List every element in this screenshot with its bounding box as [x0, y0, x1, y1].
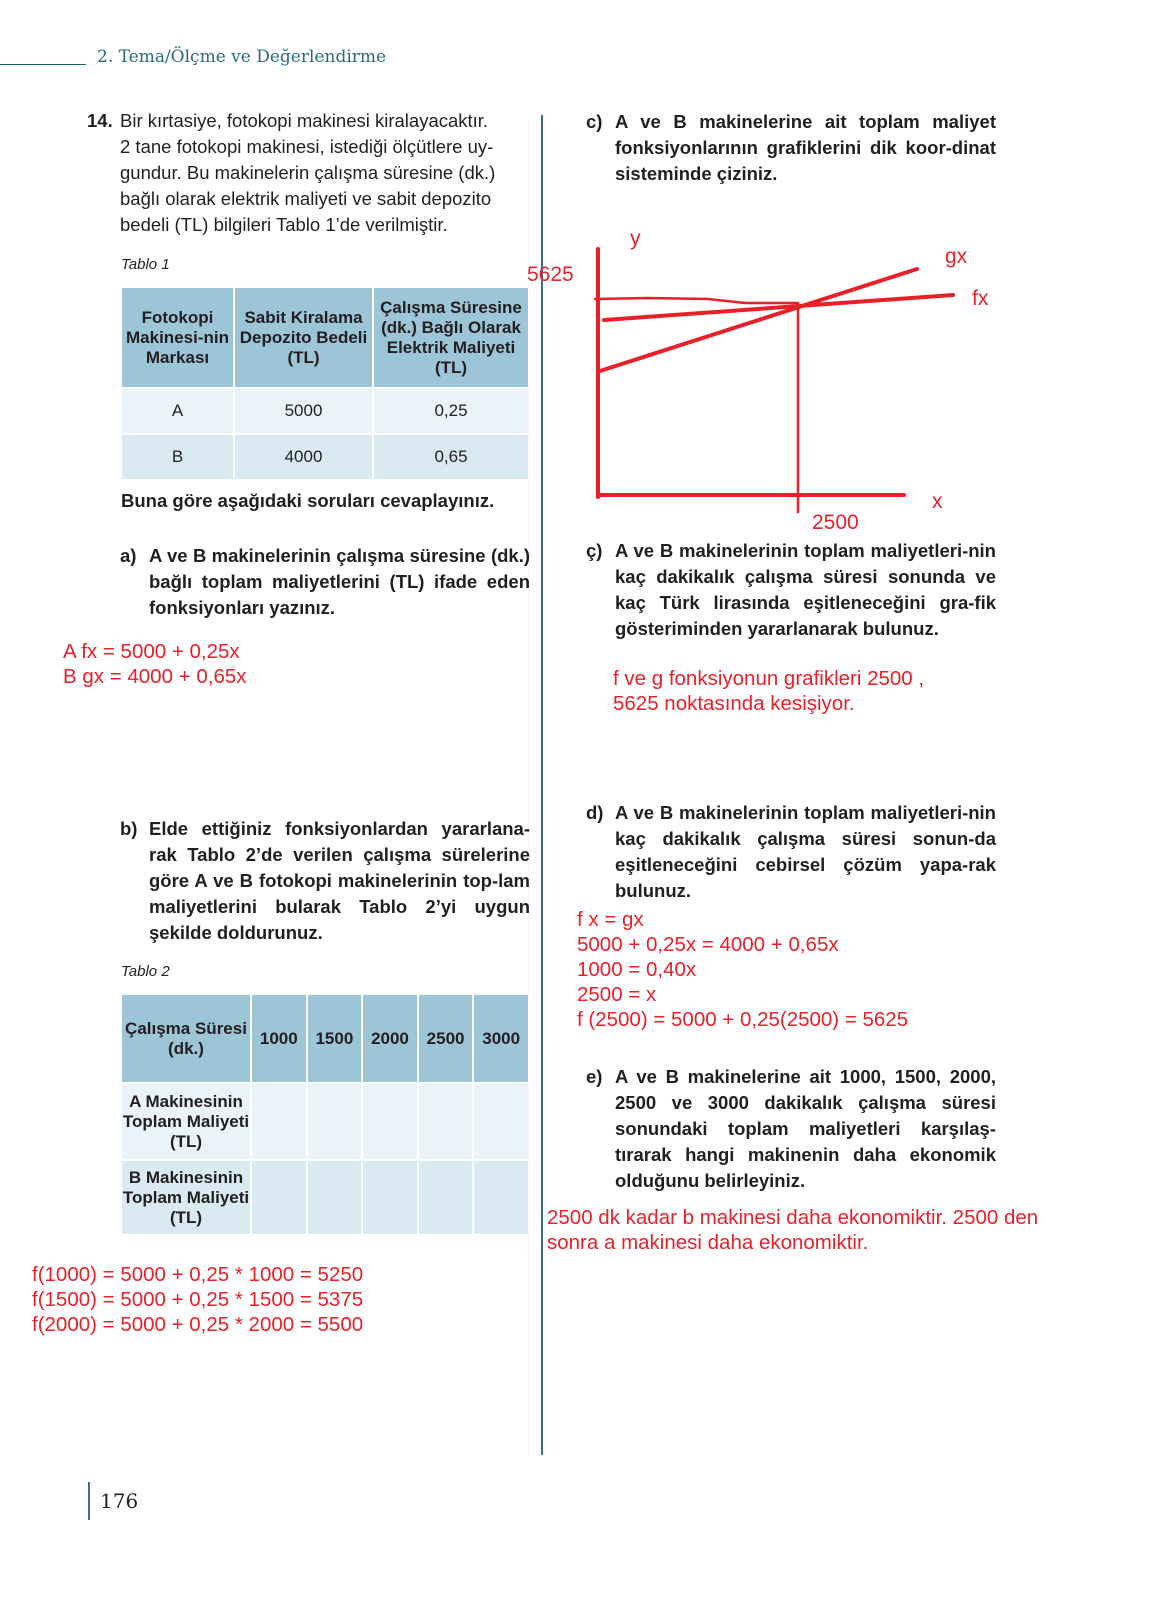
f-line: [602, 293, 955, 322]
y-value-label: 5625: [527, 263, 574, 286]
table2-header: Çalışma Süresi (dk.): [120, 993, 252, 1084]
table2-empty-cell[interactable]: [250, 1082, 308, 1161]
table2-duration: 2500: [416, 993, 475, 1084]
answer-line: f(2000) = 5000 + 0,25 * 2000 = 5500: [32, 1313, 364, 1336]
answer-b: f(1000) = 5000 + 0,25 * 1000 = 5250 f(15…: [32, 1262, 363, 1337]
answer-line: 2500 = x: [577, 983, 657, 1006]
table1-cell: 5000: [233, 387, 374, 435]
page-number-rule: [88, 1482, 90, 1520]
answer-c-cedilla: f ve g fonksiyonun grafikleri 2500 , 562…: [613, 666, 924, 716]
table1-header: Sabit Kiralama Depozito Bedeli (TL): [233, 286, 374, 389]
f-label: fx: [972, 287, 989, 310]
part-d: d) A ve B makinelerinin toplam maliyetle…: [586, 800, 996, 904]
answer-line: f(1500) = 5000 + 0,25 * 1500 = 5375: [32, 1288, 364, 1311]
answer-line: A fx = 5000 + 0,25x: [63, 640, 240, 663]
question-number: 14.: [87, 110, 113, 131]
answer-line: 5000 + 0,25x = 4000 + 0,65x: [577, 933, 839, 956]
page-number: 176: [100, 1489, 139, 1513]
table1: Fotokopi Makinesi-nin Markası Sabit Kira…: [120, 286, 530, 481]
question-line: bağlı olarak elektrik maliyeti ve sabit …: [120, 188, 492, 209]
answer-d: f x = gx 5000 + 0,25x = 4000 + 0,65x 100…: [577, 907, 908, 1032]
table1-header: Çalışma Süresine (dk.) Bağlı Olarak Elek…: [372, 286, 530, 389]
table2-duration: 1000: [250, 993, 308, 1084]
part-c-cedilla: ç) A ve B makinelerinin toplam maliyetle…: [586, 538, 996, 642]
header-title: 2. Tema/Ölçme ve Değerlendirme: [97, 47, 387, 67]
answer-a: A fx = 5000 + 0,25x B gx = 4000 + 0,65x: [63, 639, 247, 689]
part-label: c): [586, 111, 603, 132]
table2-duration: 2000: [361, 993, 419, 1084]
table-row: A 5000 0,25: [120, 387, 530, 435]
table2-empty-cell[interactable]: [416, 1159, 475, 1236]
column-divider: [541, 115, 543, 1455]
table2-empty-cell[interactable]: [472, 1159, 530, 1236]
table2-empty-cell[interactable]: [361, 1159, 419, 1236]
part-text: Elde ettiğiniz fonksiyonlardan yararlana…: [149, 818, 530, 943]
part-label: b): [120, 818, 138, 839]
part-text: A ve B makinelerinin toplam maliyetleri-…: [615, 540, 996, 639]
g-line: [598, 267, 919, 373]
instruction: Buna göre aşağıdaki soruları cevaplayını…: [121, 490, 495, 511]
answer-e: 2500 dk kadar b makinesi daha ekonomikti…: [547, 1205, 1038, 1255]
answer-line: 5625 noktasında kesişiyor.: [613, 692, 855, 715]
header-rule: [0, 64, 86, 65]
hand-drawn-graph: y gx fx x 5625 2500: [527, 227, 989, 534]
part-b: b) Elde ettiğiniz fonksiyonlardan yararl…: [120, 816, 530, 946]
y-guide-line: [593, 296, 799, 305]
part-text: A ve B makinelerine ait 1000, 1500, 2000…: [615, 1066, 996, 1191]
x-axis-label: x: [932, 490, 943, 513]
question-line: gundur. Bu makinelerin çalışma süresine …: [120, 162, 496, 183]
table2-empty-cell[interactable]: [416, 1082, 475, 1161]
part-e: e) A ve B makinelerine ait 1000, 1500, 2…: [586, 1064, 996, 1194]
table2-empty-cell[interactable]: [305, 1082, 364, 1161]
question-line: bedeli (TL) bilgileri Tablo 1’de verilmi…: [120, 214, 448, 235]
table2-duration: 1500: [305, 993, 364, 1084]
table2-caption: Tablo 2: [121, 963, 170, 980]
answer-line: f (2500) = 5000 + 0,25(2500) = 5625: [577, 1008, 909, 1031]
y-axis-label: y: [630, 227, 641, 250]
answer-line: f(1000) = 5000 + 0,25 * 1000 = 5250: [32, 1263, 364, 1286]
table2-empty-cell[interactable]: [305, 1159, 364, 1236]
part-a: a) A ve B makinelerinin çalışma süresine…: [120, 543, 530, 621]
answer-line: 2500 dk kadar b makinesi daha ekonomikti…: [547, 1206, 1039, 1229]
part-label: ç): [586, 540, 603, 561]
table2-empty-cell[interactable]: [250, 1159, 308, 1236]
question-14: 14. Bir kırtasiye, fotokopi makinesi kir…: [87, 108, 532, 238]
part-c: c) A ve B makinelerine ait toplam maliye…: [586, 109, 996, 187]
table1-cell: B: [120, 433, 235, 481]
part-label: a): [120, 545, 137, 566]
table1-header: Fotokopi Makinesi-nin Markası: [120, 286, 235, 389]
answer-line: f x = gx: [577, 908, 644, 931]
question-line: 2 tane fotokopi makinesi, istediği ölçüt…: [120, 136, 494, 157]
table-row: A Makinesinin Toplam Maliyeti (TL): [120, 1082, 530, 1161]
part-label: d): [586, 802, 604, 823]
question-line: Bir kırtasiye, fotokopi makinesi kiralay…: [120, 110, 489, 131]
table-row: B 4000 0,65: [120, 433, 530, 481]
table2-row-label: B Makinesinin Toplam Maliyeti (TL): [120, 1159, 252, 1236]
part-text: A ve B makinelerine ait toplam maliyet f…: [615, 111, 996, 184]
table2-duration: 3000: [472, 993, 530, 1084]
answer-line: sonra a makinesi daha ekonomiktir.: [547, 1231, 869, 1254]
table1-cell: 0,65: [372, 433, 530, 481]
answer-line: 1000 = 0,40x: [577, 958, 697, 981]
part-text: A ve B makinelerinin toplam maliyetleri-…: [615, 802, 996, 901]
table2-empty-cell[interactable]: [472, 1082, 530, 1161]
table-row: B Makinesinin Toplam Maliyeti (TL): [120, 1159, 530, 1236]
answer-line: f ve g fonksiyonun grafikleri 2500 ,: [613, 667, 925, 690]
table2-row-label: A Makinesinin Toplam Maliyeti (TL): [120, 1082, 252, 1161]
part-text: A ve B makinelerinin çalışma süresine (d…: [149, 545, 530, 618]
g-label: gx: [945, 245, 968, 268]
table2-empty-cell[interactable]: [361, 1082, 419, 1161]
table1-cell: 0,25: [372, 387, 530, 435]
answer-line: B gx = 4000 + 0,65x: [63, 665, 247, 688]
part-label: e): [586, 1066, 603, 1087]
table1-cell: A: [120, 387, 235, 435]
table2: Çalışma Süresi (dk.) 1000 1500 2000 2500…: [120, 993, 530, 1236]
x-value-label: 2500: [812, 511, 859, 534]
table1-caption: Tablo 1: [121, 256, 170, 273]
table1-cell: 4000: [233, 433, 374, 481]
